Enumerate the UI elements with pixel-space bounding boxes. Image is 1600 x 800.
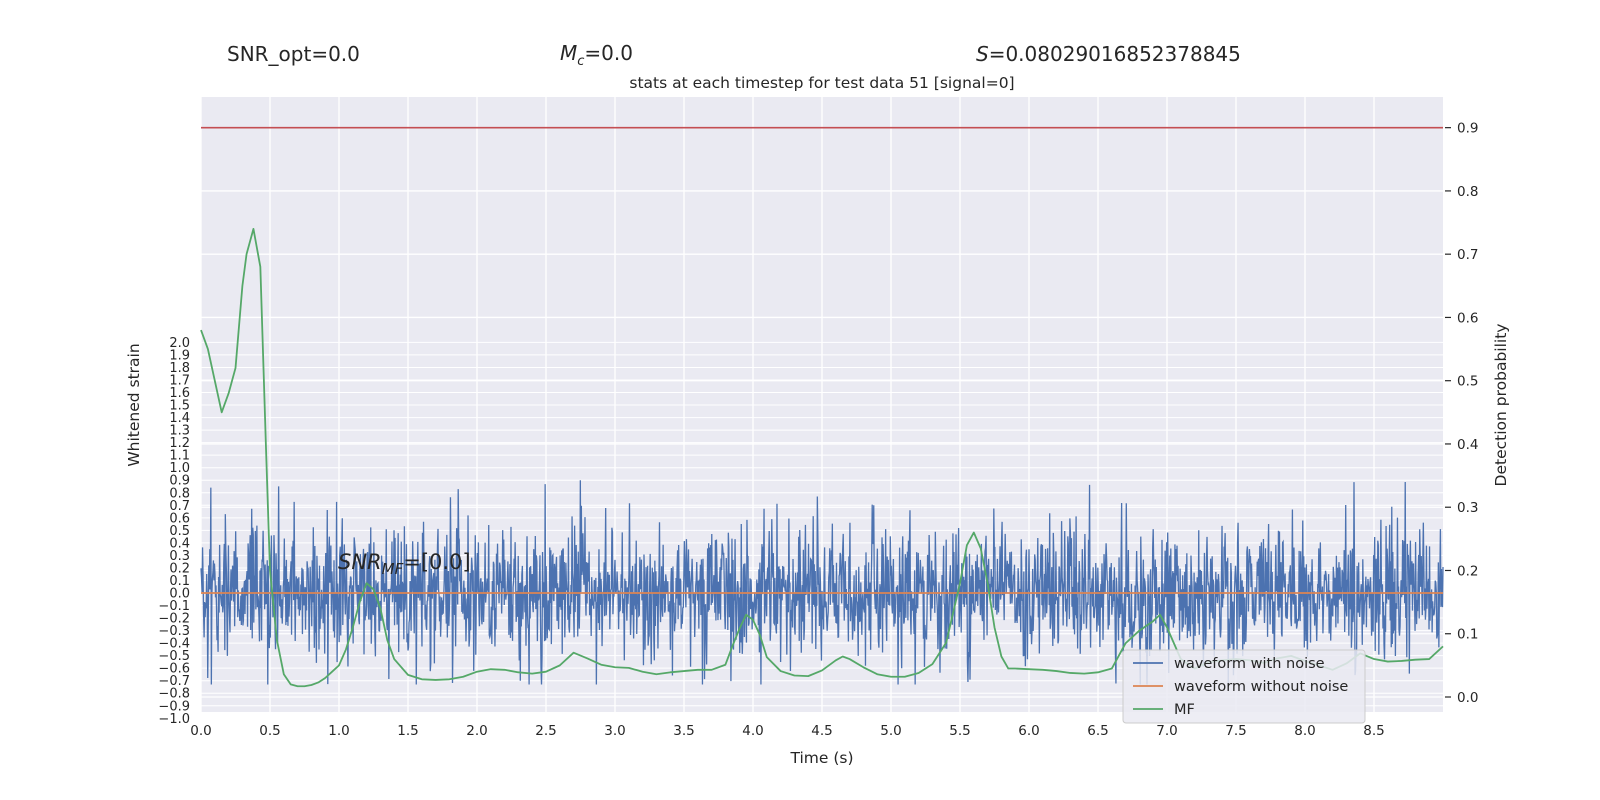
left-y-tick-label: 1.2	[169, 436, 190, 451]
right-y-axis-label: Detection probability	[1492, 324, 1510, 487]
x-tick-label: 6.0	[1018, 723, 1039, 739]
left-y-tick-label: 0.2	[169, 561, 190, 576]
left-y-tick-label: 1.8	[169, 361, 190, 376]
left-y-tick-label: 0.8	[169, 486, 190, 501]
left-y-tick-label: 0.3	[169, 549, 190, 564]
left-y-tick-label: −0.7	[158, 674, 190, 689]
left-y-tick-label: 0.6	[169, 511, 190, 526]
x-axis-label: Time (s)	[789, 749, 853, 767]
x-tick-label: 8.5	[1363, 723, 1384, 739]
right-y-tick-label: 0.4	[1457, 437, 1478, 453]
right-y-tick-label: 0.3	[1457, 500, 1478, 516]
legend-box	[1122, 649, 1366, 724]
legend-label-mf: MF	[1174, 702, 1195, 718]
left-y-tick-label: −0.3	[158, 624, 190, 639]
right-y-tick-label: 0.6	[1457, 310, 1478, 326]
left-y-tick-label: −0.6	[158, 662, 190, 677]
waveform-with-noise-line	[200, 480, 1444, 685]
left-y-tick-label: 2.0	[169, 336, 190, 351]
left-y-tick-label: 1.4	[169, 411, 190, 426]
snr-opt-label: SNR_opt=0.0	[227, 42, 360, 66]
x-tick-label: 4.5	[811, 723, 832, 739]
x-tick-label: 3.0	[604, 723, 625, 739]
left-y-tick-label: 0.1	[169, 574, 190, 589]
left-y-tick-label: 0.0	[169, 587, 190, 602]
left-y-tick-label: 1.5	[169, 399, 190, 414]
left-y-tick-label: −0.8	[158, 687, 190, 702]
x-tick-label: 1.0	[328, 723, 349, 739]
left-y-tick-label: 0.7	[169, 499, 190, 514]
left-y-tick-label: −0.4	[158, 637, 190, 652]
s-statistic-label: S=0.08029016852378845	[976, 42, 1241, 66]
left-y-tick-label: 1.6	[169, 386, 190, 401]
left-y-tick-label: −0.9	[158, 699, 190, 714]
left-y-tick-label: −1.0	[158, 712, 190, 727]
right-y-tick-label: 0.1	[1457, 627, 1478, 643]
x-tick-label: 4.0	[742, 723, 763, 739]
right-y-tick-label: 0.0	[1457, 690, 1478, 706]
left-y-tick-label: 1.0	[169, 461, 190, 476]
x-tick-label: 5.0	[880, 723, 901, 739]
x-tick-label: 1.5	[397, 723, 418, 739]
left-y-axis-ticks: 2.01.91.81.71.61.51.41.31.21.11.00.90.80…	[158, 336, 190, 727]
x-tick-label: 7.5	[1225, 723, 1246, 739]
left-y-tick-label: 1.1	[169, 449, 190, 464]
left-y-tick-label: 0.5	[169, 524, 190, 539]
left-y-axis-label: Whitened strain	[125, 343, 143, 466]
x-axis-ticks: 0.0 0.5 1.0 1.5 2.0 2.5 3.0 3.5 4.0 4.5 5.0 5.5 6.0 6…	[190, 723, 1384, 739]
x-tick-label: 7.0	[1156, 723, 1177, 739]
chart-title: stats at each timestep for test data 51 …	[629, 74, 1014, 92]
right-y-tick-label: 0.5	[1457, 374, 1478, 390]
snr-mf-annotation: SNRMF=[0.0]	[338, 550, 471, 578]
right-y-tick-label: 0.9	[1457, 121, 1478, 137]
x-tick-label: 6.5	[1087, 723, 1108, 739]
legend-label-waveform-without-noise: waveform without noise	[1174, 679, 1348, 695]
left-y-tick-label: 0.4	[169, 536, 190, 551]
x-tick-label: 0.5	[259, 723, 280, 739]
x-tick-label: 3.5	[673, 723, 694, 739]
left-y-tick-label: 1.3	[169, 424, 190, 439]
x-tick-label: 8.0	[1294, 723, 1315, 739]
waveform-with-noise-series	[200, 480, 1444, 685]
left-y-tick-label: 1.9	[169, 348, 190, 363]
left-y-tick-label: −0.1	[158, 599, 190, 614]
legend-label-waveform-with-noise: waveform with noise	[1174, 656, 1325, 672]
right-y-tick-label: 0.8	[1457, 184, 1478, 200]
legend: waveform with noise waveform without noi…	[1122, 649, 1366, 724]
left-y-tick-label: −0.2	[158, 612, 190, 627]
right-y-tick-label: 0.2	[1457, 563, 1478, 579]
left-y-tick-label: 0.9	[169, 474, 190, 489]
x-tick-label: 0.0	[190, 723, 211, 739]
x-tick-label: 2.0	[466, 723, 487, 739]
right-y-tick-label: 0.7	[1457, 247, 1478, 263]
left-y-tick-label: −0.5	[158, 649, 190, 664]
mc-label: Mc=0.0	[560, 41, 633, 69]
left-y-tick-label: 1.7	[169, 373, 190, 388]
x-tick-label: 2.5	[535, 723, 556, 739]
x-tick-label: 5.5	[949, 723, 970, 739]
right-y-axis-ticks: 0.9 0.8 0.7 0.6 0.5 0.4 0.3 0.2 0.1 0.0	[1445, 121, 1478, 706]
